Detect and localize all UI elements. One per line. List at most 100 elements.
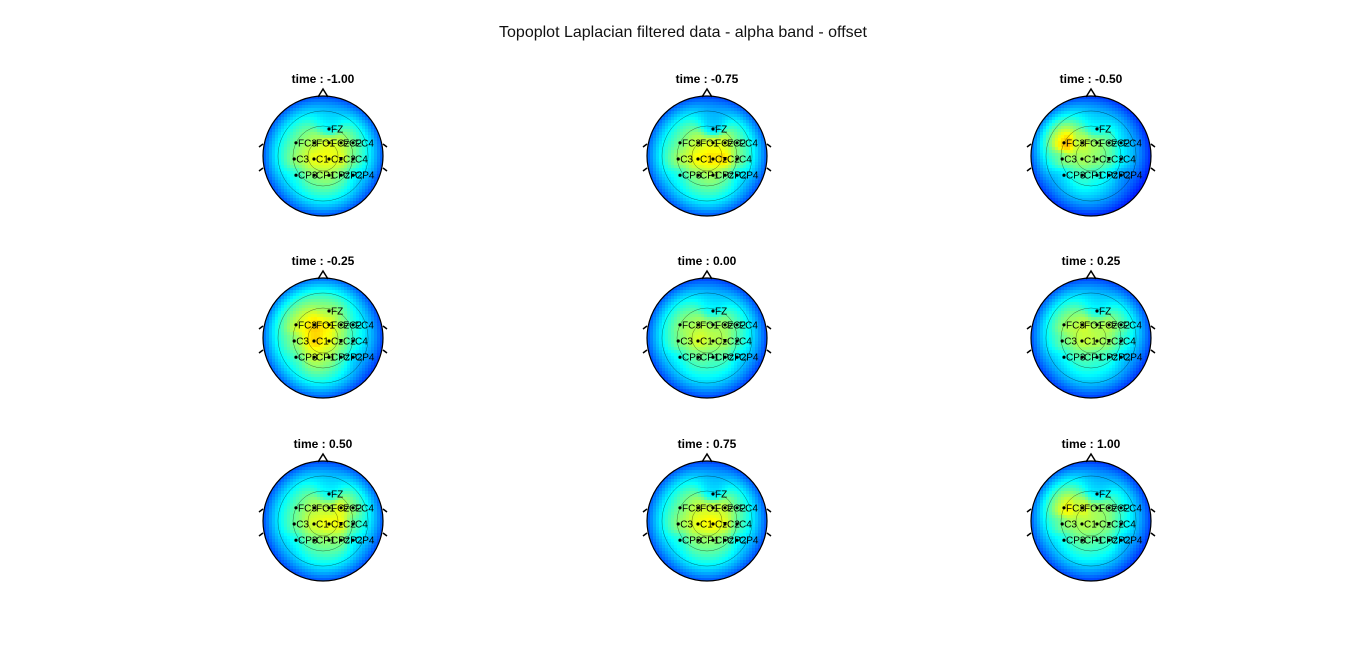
panel-title: time : -0.50 <box>1059 72 1123 86</box>
electrode-marker <box>735 157 739 161</box>
electrode-label: CP4 <box>1123 171 1143 182</box>
electrode-marker <box>1080 157 1084 161</box>
head-outline <box>262 277 384 399</box>
electrode-marker <box>1107 339 1111 343</box>
electrode-label: FC1 <box>1084 320 1103 331</box>
electrode-label: FC4 <box>739 503 758 514</box>
electrode-marker <box>711 538 715 542</box>
electrode-marker <box>1119 141 1123 145</box>
electrode-marker <box>696 157 700 161</box>
electrode-label: Cz <box>331 520 343 531</box>
electrode-marker <box>351 355 355 359</box>
contour-line <box>307 322 339 354</box>
electrode-label: FC4 <box>355 138 374 149</box>
electrode-marker <box>711 309 715 313</box>
scalp-map <box>647 96 767 216</box>
left-ear-mark <box>258 325 264 354</box>
electrode-label: C2 <box>1111 155 1124 166</box>
electrode-marker <box>1107 157 1111 161</box>
contour-line <box>1045 292 1137 384</box>
left-ear-mark <box>642 325 648 354</box>
electrode-marker <box>327 506 331 510</box>
contour-line <box>1060 307 1122 369</box>
electrode-marker <box>735 355 739 359</box>
electrode-label: Cz <box>1099 155 1111 166</box>
electrode-label: FC4 <box>739 320 758 331</box>
contour-line <box>292 125 354 187</box>
electrode-marker <box>312 522 316 526</box>
right-ear-mark <box>382 325 388 354</box>
topoplot-panel: time : 0.25FZFC3FC1FCzFC2FC4C3C1CzC2C4CP… <box>1006 254 1176 419</box>
electrode-label: C4 <box>739 155 752 166</box>
electrode-marker <box>312 339 316 343</box>
contour-line <box>661 475 753 567</box>
electrode-marker <box>723 157 727 161</box>
topoplot-panel: time : -1.00FZFC3FC1FCzFC2FC4C3C1CzC2C4C… <box>238 72 408 237</box>
electrode-label: C4 <box>355 337 368 348</box>
electrode-label: CP4 <box>739 171 759 182</box>
electrode-label: C4 <box>739 337 752 348</box>
electrode-label: C3 <box>1064 337 1077 348</box>
electrode-marker <box>327 173 331 177</box>
electrode-marker <box>711 506 715 510</box>
electrode-marker <box>327 309 331 313</box>
electrode-label: FC3 <box>1066 320 1085 331</box>
electrode-label: FC3 <box>298 138 317 149</box>
electrode-label: CP1 <box>700 353 720 364</box>
contour-line <box>1075 505 1107 537</box>
contour-line <box>661 110 753 202</box>
electrode-marker <box>696 506 700 510</box>
electrode-label: CP3 <box>682 353 702 364</box>
electrode-marker <box>327 492 331 496</box>
electrode-label: C4 <box>355 155 368 166</box>
electrode-label: FC4 <box>1123 320 1142 331</box>
electrode-marker <box>327 522 331 526</box>
electrode-marker <box>711 522 715 526</box>
electrode-marker <box>1119 323 1123 327</box>
electrode-label: FC4 <box>355 503 374 514</box>
electrode-marker <box>1062 141 1066 145</box>
left-ear-mark <box>642 508 648 537</box>
electrode-label: FC1 <box>316 503 335 514</box>
electrode-label: CP3 <box>298 353 318 364</box>
contour-line <box>277 475 369 567</box>
electrode-label: FC3 <box>682 320 701 331</box>
electrode-marker <box>1062 173 1066 177</box>
head-outline <box>646 95 768 217</box>
contour-line <box>1075 322 1107 354</box>
topoplot-panel: time : 0.50FZFC3FC1FCzFC2FC4C3C1CzC2C4CP… <box>238 437 408 602</box>
electrode-label: CP1 <box>700 536 720 547</box>
electrode-label: CP1 <box>1084 171 1104 182</box>
electrode-marker <box>312 538 316 542</box>
electrode-marker <box>1095 141 1099 145</box>
electrode-label: CP3 <box>298 171 318 182</box>
electrode-marker <box>678 538 682 542</box>
electrode-label: C2 <box>343 520 356 531</box>
electrode-label: C3 <box>680 155 693 166</box>
electrode-label: C2 <box>727 155 740 166</box>
head-outline <box>262 95 384 217</box>
electrode-marker <box>678 323 682 327</box>
nose-mark <box>317 87 329 98</box>
electrode-marker <box>1080 538 1084 542</box>
head-outline <box>646 277 768 399</box>
electrode-marker <box>676 522 680 526</box>
electrode-marker <box>1080 323 1084 327</box>
electrode-marker <box>1119 173 1123 177</box>
electrode-marker <box>723 339 727 343</box>
electrode-marker <box>1107 355 1111 359</box>
contour-line <box>292 490 354 552</box>
electrode-label: FC1 <box>1084 503 1103 514</box>
electrode-label: C1 <box>1084 337 1097 348</box>
nose-mark <box>1085 87 1097 98</box>
electrode-marker <box>678 173 682 177</box>
electrode-label: FZ <box>331 490 343 501</box>
electrode-marker <box>711 355 715 359</box>
contour-line <box>676 307 738 369</box>
contour-line <box>676 125 738 187</box>
electrode-marker <box>711 339 715 343</box>
topoplot-panel: time : 1.00FZFC3FC1FCzFC2FC4C3C1CzC2C4CP… <box>1006 437 1176 602</box>
electrode-label: C4 <box>1123 155 1136 166</box>
contour-line <box>292 307 354 369</box>
contour-line <box>1045 110 1137 202</box>
